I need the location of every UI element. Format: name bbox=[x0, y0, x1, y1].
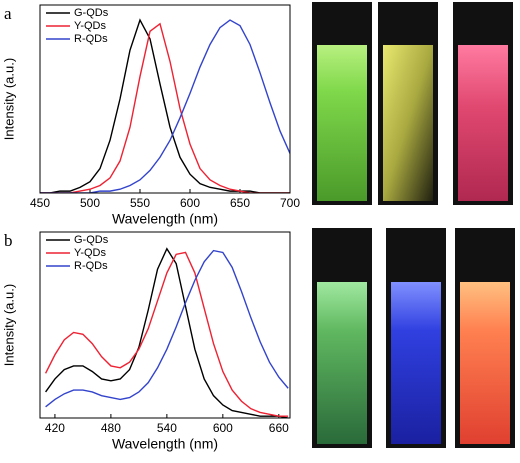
plot bbox=[44, 247, 289, 418]
plot bbox=[40, 18, 290, 193]
series-line bbox=[44, 251, 289, 417]
series-line bbox=[40, 18, 290, 193]
cuvette-glow bbox=[391, 282, 441, 444]
panel-label: b bbox=[4, 231, 13, 250]
x-tick-label: 480 bbox=[101, 421, 121, 435]
y-axis-label: Intensity (a.u.) bbox=[1, 284, 16, 366]
legend-label: Y-QDs bbox=[74, 247, 106, 259]
x-tick-label: 600 bbox=[180, 196, 200, 210]
x-axis-label: Wavelength (nm) bbox=[112, 211, 218, 227]
legend-label: G-QDs bbox=[74, 234, 109, 246]
x-axis-label: Wavelength (nm) bbox=[112, 436, 218, 452]
panel-label: a bbox=[4, 4, 12, 23]
legend-label: G-QDs bbox=[74, 7, 109, 19]
cuvette-glow bbox=[383, 45, 433, 201]
x-tick-label: 660 bbox=[269, 421, 289, 435]
x-tick-label: 600 bbox=[213, 421, 233, 435]
cuvette-glow bbox=[317, 45, 367, 201]
cuvette-glow bbox=[317, 282, 367, 444]
photos bbox=[312, 2, 515, 448]
plot-frame bbox=[39, 4, 291, 194]
legend-label: Y-QDs bbox=[74, 20, 106, 32]
legend-label: R-QDs bbox=[74, 33, 108, 45]
plot-frame bbox=[39, 231, 291, 419]
x-tick-label: 700 bbox=[280, 196, 300, 210]
x-tick-label: 450 bbox=[30, 196, 50, 210]
cuvette-glow bbox=[458, 45, 508, 201]
x-tick-label: 650 bbox=[230, 196, 250, 210]
x-tick-label: 550 bbox=[130, 196, 150, 210]
x-tick-label: 420 bbox=[45, 421, 65, 435]
series-line bbox=[40, 19, 290, 193]
x-tick-label: 500 bbox=[80, 196, 100, 210]
series-line bbox=[45, 249, 289, 408]
x-tick-label: 540 bbox=[157, 421, 177, 435]
cuvette-glow bbox=[460, 282, 510, 444]
y-axis-label: Intensity (a.u.) bbox=[1, 58, 16, 140]
series-line bbox=[45, 247, 289, 418]
legend-label: R-QDs bbox=[74, 260, 108, 272]
